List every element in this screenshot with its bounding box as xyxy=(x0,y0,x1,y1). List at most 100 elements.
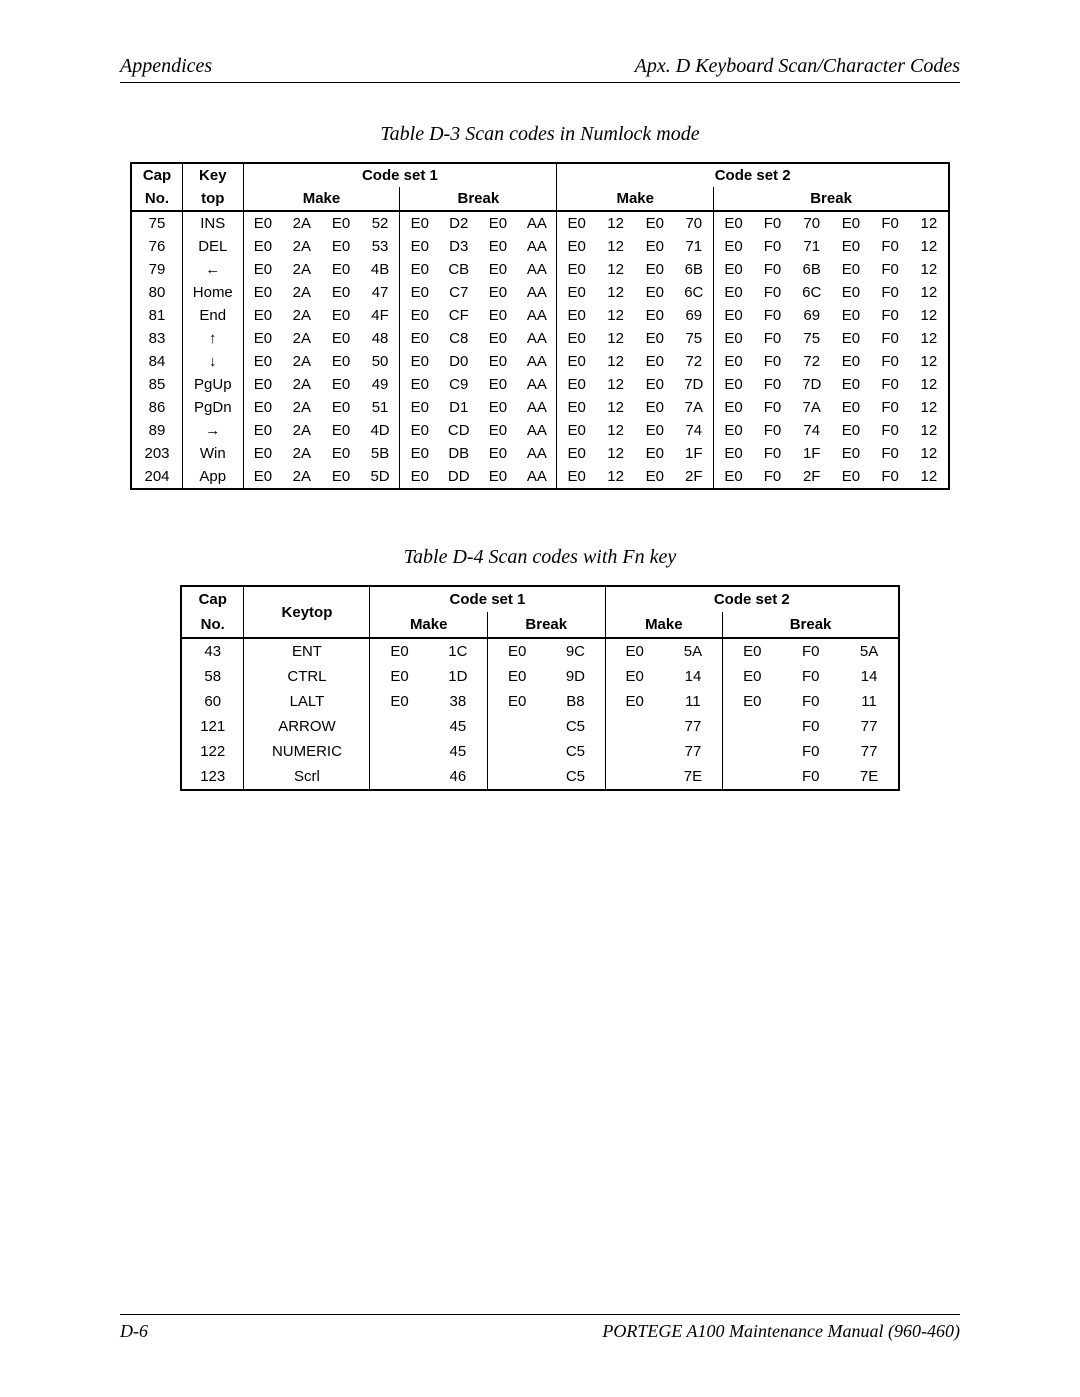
cell: 12 xyxy=(596,211,635,235)
cell xyxy=(370,764,429,790)
th-codeset1: Code set 1 xyxy=(243,163,557,187)
cell: E0 xyxy=(635,350,674,373)
cell: 12 xyxy=(596,235,635,258)
table-row: 83↑E02AE048E0C8E0AAE012E075E0F075E0F012 xyxy=(131,327,949,350)
cell: F0 xyxy=(871,304,910,327)
cell: E0 xyxy=(321,465,360,489)
cell: Scrl xyxy=(244,764,370,790)
cell: ARROW xyxy=(244,714,370,739)
cell: 12 xyxy=(910,373,949,396)
cell: E0 xyxy=(321,350,360,373)
cell: E0 xyxy=(635,442,674,465)
cell: E0 xyxy=(243,419,282,442)
cell: → xyxy=(183,419,244,442)
cell: 72 xyxy=(792,350,831,373)
cell: E0 xyxy=(831,396,870,419)
cell xyxy=(487,714,546,739)
th-cs2b: Code set 2 xyxy=(605,586,899,612)
cell: F0 xyxy=(781,714,840,739)
cell: E0 xyxy=(831,465,870,489)
table-row: 122NUMERIC45C577F077 xyxy=(181,739,899,764)
cell: F0 xyxy=(871,442,910,465)
cell: E0 xyxy=(831,258,870,281)
cell: E0 xyxy=(557,327,596,350)
table-row: 203WinE02AE05BE0DBE0AAE012E01FE0F01FE0F0… xyxy=(131,442,949,465)
cell: F0 xyxy=(753,442,792,465)
cell: E0 xyxy=(714,373,753,396)
cell: 14 xyxy=(664,664,723,689)
cell: 79 xyxy=(131,258,183,281)
cell: AA xyxy=(518,419,557,442)
cell: 6B xyxy=(674,258,713,281)
cell: E0 xyxy=(321,419,360,442)
cell: E0 xyxy=(321,235,360,258)
cell: E0 xyxy=(487,689,546,714)
cell: 52 xyxy=(361,211,400,235)
cell: 72 xyxy=(674,350,713,373)
cell: 49 xyxy=(361,373,400,396)
page-header: Appendices Apx. D Keyboard Scan/Characte… xyxy=(120,55,960,83)
cell: 122 xyxy=(181,739,244,764)
cell: 53 xyxy=(361,235,400,258)
cell: E0 xyxy=(831,350,870,373)
cell: F0 xyxy=(753,258,792,281)
cell: E0 xyxy=(321,211,360,235)
th-top: top xyxy=(183,187,244,211)
cell: E0 xyxy=(243,258,282,281)
cell: E0 xyxy=(370,689,429,714)
cell: 71 xyxy=(792,235,831,258)
cell: 69 xyxy=(674,304,713,327)
table-row: 89→E02AE04DE0CDE0AAE012E074E0F074E0F012 xyxy=(131,419,949,442)
cell: 38 xyxy=(429,689,488,714)
cell: E0 xyxy=(714,419,753,442)
cell: E0 xyxy=(831,419,870,442)
cell: 2A xyxy=(282,396,321,419)
cell: 12 xyxy=(910,258,949,281)
cell: F0 xyxy=(871,235,910,258)
th-break2b: Break xyxy=(723,612,899,638)
cell: ↑ xyxy=(183,327,244,350)
cell: App xyxy=(183,465,244,489)
th-cap2: Cap xyxy=(181,586,244,612)
cell: E0 xyxy=(714,211,753,235)
cell xyxy=(370,739,429,764)
cell: E0 xyxy=(714,465,753,489)
cell: E0 xyxy=(478,465,517,489)
cell: AA xyxy=(518,281,557,304)
cell: 46 xyxy=(429,764,488,790)
table-row: 85PgUpE02AE049E0C9E0AAE012E07DE0F07DE0F0… xyxy=(131,373,949,396)
cell: E0 xyxy=(635,304,674,327)
cell xyxy=(723,714,782,739)
cell: F0 xyxy=(753,419,792,442)
cell: E0 xyxy=(714,396,753,419)
cell: AA xyxy=(518,327,557,350)
table-scan-codes-fn: Cap Keytop Code set 1 Code set 2 No. Mak… xyxy=(180,585,900,791)
cell: 75 xyxy=(674,327,713,350)
th-codeset2: Code set 2 xyxy=(557,163,949,187)
cell: 76 xyxy=(131,235,183,258)
th-break1: Break xyxy=(400,187,557,211)
cell: 58 xyxy=(181,664,244,689)
cell: E0 xyxy=(635,211,674,235)
cell: AA xyxy=(518,350,557,373)
cell: B8 xyxy=(546,689,605,714)
table-row: 58CTRLE01DE09DE014E0F014 xyxy=(181,664,899,689)
table-row: 76DELE02AE053E0D3E0AAE012E071E0F071E0F01… xyxy=(131,235,949,258)
cell: 9D xyxy=(546,664,605,689)
cell: F0 xyxy=(871,350,910,373)
th-make2b: Make xyxy=(605,612,723,638)
cell: 7E xyxy=(664,764,723,790)
cell: E0 xyxy=(487,664,546,689)
cell: 77 xyxy=(664,714,723,739)
cell: 45 xyxy=(429,739,488,764)
cell: 7A xyxy=(674,396,713,419)
cell: ↓ xyxy=(183,350,244,373)
cell: E0 xyxy=(243,465,282,489)
cell: E0 xyxy=(714,235,753,258)
cell: E0 xyxy=(831,373,870,396)
cell: E0 xyxy=(321,327,360,350)
th-break1b: Break xyxy=(487,612,605,638)
cell: 75 xyxy=(792,327,831,350)
cell: D3 xyxy=(439,235,478,258)
cell: 89 xyxy=(131,419,183,442)
